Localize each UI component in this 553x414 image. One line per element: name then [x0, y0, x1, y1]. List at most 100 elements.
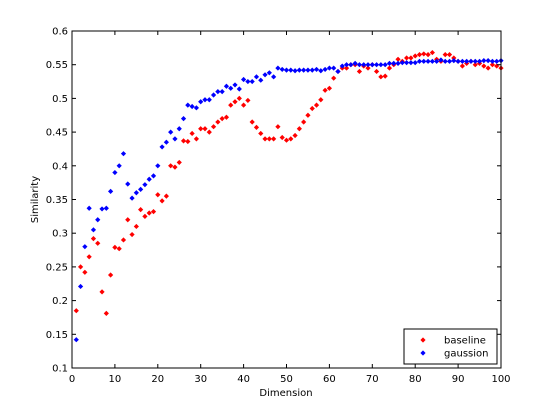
- data-point-gaussion: [296, 67, 302, 73]
- data-point-gaussion: [210, 92, 217, 98]
- data-point-gaussion: [228, 85, 234, 91]
- data-point-baseline: [172, 164, 178, 170]
- data-point-gaussion: [90, 227, 97, 233]
- data-point-gaussion: [86, 205, 92, 211]
- data-point-baseline: [459, 63, 465, 69]
- data-point-gaussion: [275, 65, 281, 71]
- data-point-baseline: [283, 137, 290, 143]
- data-point-gaussion: [219, 89, 225, 95]
- data-point-baseline: [485, 65, 491, 71]
- data-point-baseline: [241, 102, 247, 108]
- data-point-baseline: [309, 105, 315, 112]
- data-point-gaussion: [206, 97, 212, 103]
- data-point-gaussion: [399, 60, 405, 66]
- data-point-gaussion: [404, 60, 410, 66]
- data-point-gaussion: [116, 163, 122, 169]
- data-point-gaussion: [172, 136, 178, 142]
- series-layer: [73, 49, 504, 343]
- data-point-gaussion: [459, 58, 465, 64]
- data-point-gaussion: [159, 144, 165, 150]
- data-point-baseline: [365, 65, 371, 71]
- data-point-gaussion: [232, 82, 238, 88]
- legend: baseline gaussion: [403, 328, 498, 365]
- data-point-baseline: [103, 310, 109, 317]
- data-point-baseline: [129, 231, 135, 238]
- data-point-baseline: [163, 193, 169, 199]
- y-tick-label: 0.55: [46, 60, 68, 71]
- data-point-baseline: [343, 65, 350, 71]
- data-point-gaussion: [249, 78, 255, 85]
- data-point-baseline: [442, 51, 448, 58]
- x-tick-label: 30: [194, 374, 207, 385]
- data-point-baseline: [86, 254, 92, 260]
- data-point-gaussion: [343, 62, 350, 68]
- data-point-baseline: [421, 51, 427, 57]
- x-tick-label: 50: [280, 374, 293, 385]
- data-point-baseline: [386, 65, 393, 71]
- x-tick-label: 90: [452, 374, 465, 385]
- data-point-gaussion: [421, 58, 427, 64]
- data-point-baseline: [138, 207, 144, 213]
- data-point-baseline: [193, 136, 200, 142]
- data-point-baseline: [494, 63, 500, 69]
- data-point-gaussion: [412, 60, 418, 66]
- data-point-gaussion: [476, 58, 483, 64]
- data-point-baseline: [185, 138, 191, 145]
- data-point-gaussion: [382, 62, 388, 68]
- data-point-baseline: [318, 97, 324, 103]
- data-point-gaussion: [339, 63, 345, 69]
- data-point-gaussion: [386, 60, 393, 66]
- data-point-baseline: [275, 124, 281, 130]
- data-point-baseline: [176, 159, 182, 166]
- data-point-gaussion: [133, 190, 139, 196]
- data-point-gaussion: [313, 66, 320, 73]
- data-point-baseline: [206, 129, 212, 135]
- data-point-baseline: [215, 119, 221, 125]
- data-point-baseline: [446, 51, 453, 58]
- data-point-gaussion: [489, 58, 496, 64]
- data-point-baseline: [258, 130, 264, 137]
- data-point-gaussion: [120, 151, 127, 157]
- data-point-gaussion: [438, 57, 444, 63]
- y-tick-label: 0.15: [46, 330, 68, 341]
- data-point-gaussion: [193, 105, 200, 111]
- data-point-gaussion: [472, 58, 478, 64]
- data-point-baseline: [404, 55, 410, 61]
- data-point-baseline: [77, 264, 84, 270]
- data-point-gaussion: [108, 188, 114, 195]
- data-point-gaussion: [150, 173, 157, 179]
- y-tick-label: 0.25: [46, 262, 68, 273]
- data-point-gaussion: [356, 62, 363, 68]
- y-tick-label: 0.4: [52, 161, 68, 172]
- data-point-gaussion: [348, 62, 354, 68]
- data-point-baseline: [416, 51, 423, 58]
- data-point-gaussion: [305, 67, 311, 73]
- data-point-gaussion: [236, 86, 242, 92]
- data-point-baseline: [331, 75, 337, 81]
- data-point-gaussion: [125, 181, 131, 187]
- plot-area: [72, 31, 501, 368]
- data-point-gaussion: [408, 60, 414, 66]
- data-point-gaussion: [288, 67, 294, 73]
- data-point-baseline: [412, 53, 418, 59]
- data-point-gaussion: [146, 176, 152, 182]
- data-point-baseline: [150, 209, 157, 215]
- y-tick-label: 0.3: [52, 229, 68, 240]
- data-point-baseline: [296, 126, 302, 132]
- series-gaussion: [73, 57, 504, 343]
- data-point-gaussion: [395, 60, 401, 66]
- data-point-baseline: [472, 62, 478, 68]
- data-point-baseline: [112, 244, 118, 250]
- data-point-baseline: [95, 240, 101, 246]
- data-point-gaussion: [318, 68, 324, 74]
- data-point-baseline: [271, 136, 277, 142]
- x-tick-label: 100: [491, 374, 510, 385]
- tick-layer: 0 10 20 30 40 50 60 70 80 90 100 0.1 0.15 0.2 0.25 0.3 0…: [46, 27, 511, 386]
- data-point-baseline: [382, 73, 388, 79]
- data-point-gaussion: [271, 74, 277, 80]
- data-point-gaussion: [129, 195, 135, 201]
- data-point-gaussion: [138, 186, 144, 192]
- y-tick-label: 0.2: [52, 296, 68, 307]
- data-point-gaussion: [82, 244, 88, 250]
